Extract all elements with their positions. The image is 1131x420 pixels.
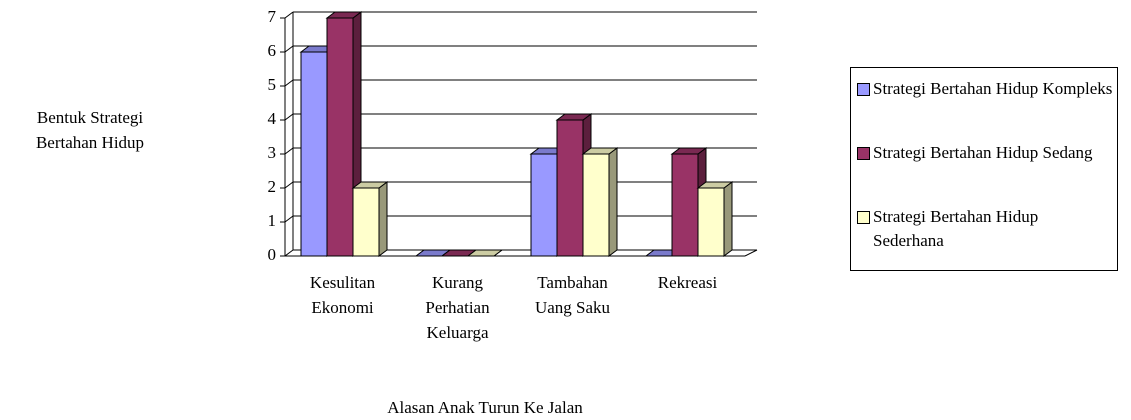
bar-front	[530, 153, 558, 257]
bar-front	[556, 119, 584, 257]
y-tick-label: 7	[268, 7, 277, 26]
x-tick-label: Tambahan Uang Saku	[534, 273, 611, 317]
bar-side	[608, 147, 618, 257]
x-tick-label: Kesulitan Ekonomi	[309, 273, 376, 317]
y-tick-label: 3	[268, 143, 277, 162]
y-tick-label: 4	[268, 109, 277, 128]
y-tick-label: 2	[268, 177, 277, 196]
grid-line-wall	[284, 11, 294, 19]
bar	[466, 249, 504, 257]
bar-side	[723, 181, 733, 257]
bar-front	[326, 17, 354, 257]
x-axis-label: Alasan Anak Turun Ke Jalan	[387, 398, 583, 417]
bar	[581, 147, 619, 257]
y-tick-label: 6	[268, 41, 277, 60]
legend-label: Strategi Bertahan Hidup Kompleks	[873, 79, 1113, 98]
grid-line-wall	[284, 79, 294, 87]
floor-right	[744, 249, 758, 257]
bar-front	[300, 51, 328, 257]
bar-front	[671, 153, 699, 257]
y-axis-label: Bentuk Strategi Bertahan Hidup	[35, 108, 145, 152]
bar	[351, 181, 389, 257]
legend-swatch	[857, 83, 870, 96]
grid-line-wall	[284, 249, 294, 257]
bar-front	[582, 153, 610, 257]
y-tick-label: 1	[268, 211, 277, 230]
x-tick-label: Kurang Perhatian Keluarga	[425, 273, 490, 342]
bar	[325, 11, 363, 257]
legend-swatch	[857, 211, 870, 224]
bar-front	[697, 187, 725, 257]
legend-label: Strategi Bertahan Hidup Sederhana	[873, 207, 1039, 250]
bar-side	[378, 181, 388, 257]
grid-line-wall	[284, 113, 294, 121]
legend-swatch	[857, 147, 870, 160]
legend-label: Strategi Bertahan Hidup Sedang	[873, 143, 1093, 162]
grid-line-wall	[284, 181, 294, 189]
bar	[696, 181, 734, 257]
y-tick-label: 0	[268, 245, 277, 264]
legend: Strategi Bertahan Hidup Kompleks Strategi…	[850, 67, 1118, 271]
bar-top	[466, 249, 504, 257]
bar-front	[352, 187, 380, 257]
grid-line-wall	[284, 215, 294, 223]
x-tick-label: Rekreasi	[657, 273, 718, 292]
y-tick-label: 5	[268, 75, 277, 94]
grid-line-wall	[284, 45, 294, 53]
grid-line-wall	[284, 147, 294, 155]
